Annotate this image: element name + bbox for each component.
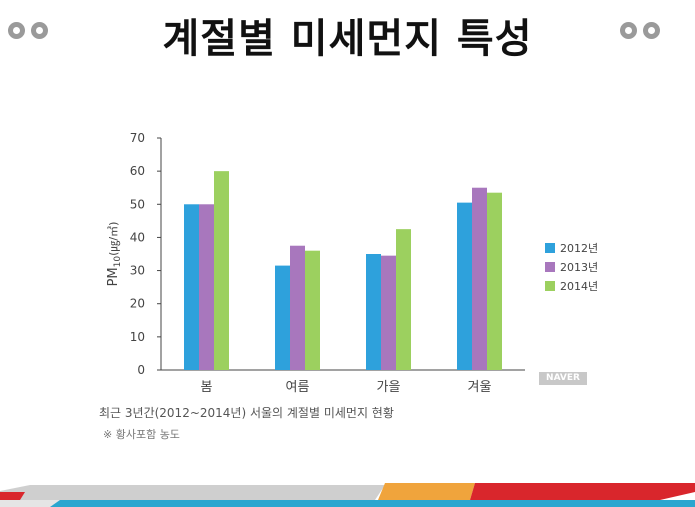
legend-swatch <box>545 281 555 291</box>
y-tick-label: 30 <box>130 264 145 278</box>
x-tick-label: 여름 <box>286 380 310 395</box>
legend-swatch <box>545 243 555 253</box>
bar-1-2 <box>381 255 396 370</box>
y-tick-label: 20 <box>130 297 145 311</box>
footer-gray-left <box>0 485 385 500</box>
naver-watermark: NAVER <box>539 372 587 385</box>
bar-2-1 <box>305 250 320 370</box>
ring-icon <box>620 22 637 39</box>
bar-1-0 <box>199 204 214 370</box>
right-ring-decoration <box>620 22 666 43</box>
legend-label: 2013년 <box>560 261 598 274</box>
left-ring-decoration <box>8 22 54 43</box>
bar-2-2 <box>396 229 411 370</box>
ring-icon <box>31 22 48 39</box>
x-tick-label: 봄 <box>201 380 213 395</box>
footer-red-left <box>0 492 25 500</box>
chart-note: ※ 황사포함 농도 <box>103 428 180 441</box>
x-tick-label: 겨울 <box>468 380 492 395</box>
bar-0-2 <box>366 254 381 370</box>
y-tick-label: 60 <box>130 164 145 178</box>
footer-red-band <box>470 483 695 500</box>
x-tick-label: 가을 <box>377 380 401 395</box>
page-title: 계절별 미세먼지 특성 <box>162 16 533 62</box>
y-tick-label: 40 <box>130 230 145 244</box>
bar-1-3 <box>472 187 487 370</box>
bar-0-0 <box>184 204 199 370</box>
bar-2-0 <box>214 171 229 370</box>
y-tick-label: 10 <box>130 330 145 344</box>
bar-2-3 <box>487 192 502 370</box>
footer-blue-band <box>50 500 695 507</box>
bar-0-1 <box>275 265 290 370</box>
footer-orange-band <box>378 483 475 500</box>
y-tick-label: 50 <box>130 197 145 211</box>
seasonal-pm10-bar-chart: 0 10 20 30 40 50 60 70 PM10(㎍/㎥) 봄 여름 가을 겨울 2012년 2013… <box>106 131 598 395</box>
chart-caption: 최근 3년간(2012~2014년) 서울의 계절별 미세먼지 현황 <box>99 406 394 420</box>
ring-icon <box>643 22 660 39</box>
legend-label: 2012년 <box>560 242 598 255</box>
y-axis-label: PM10(㎍/㎥) <box>106 222 123 287</box>
legend-swatch <box>545 262 555 272</box>
footer-stripe-decoration <box>0 483 695 507</box>
ring-icon <box>8 22 25 39</box>
bar-0-3 <box>457 202 472 370</box>
y-tick-label: 0 <box>137 363 145 377</box>
bar-1-1 <box>290 245 305 370</box>
y-tick-label: 70 <box>130 131 145 145</box>
legend-label: 2014년 <box>560 280 598 293</box>
